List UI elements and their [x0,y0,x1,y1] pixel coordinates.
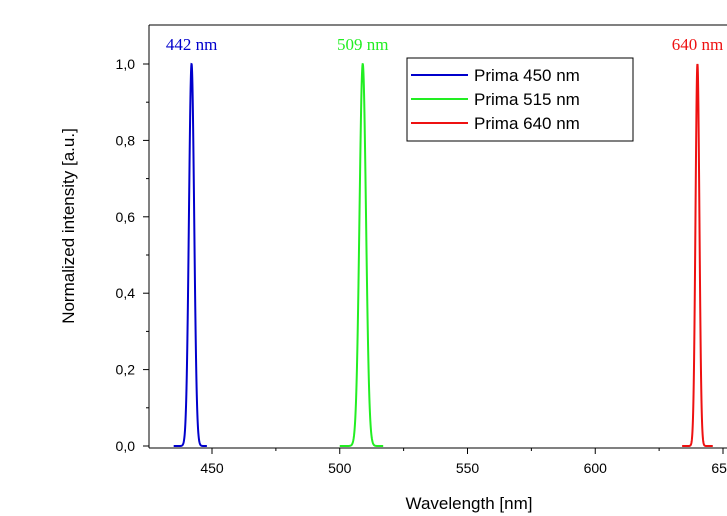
x-tick-label: 650 [711,460,727,476]
peak-annotation: 509 nm [337,35,388,54]
y-tick-label: 0,6 [116,209,136,225]
series-line-3 [682,63,713,447]
y-tick-label: 0,4 [116,285,136,301]
legend: Prima 450 nm Prima 515 nm Prima 640 nm [406,57,634,142]
peak-annotation: 640 nm [672,35,723,54]
x-axis-title: Wavelength [nm] [406,494,533,513]
peak-annotation: 442 nm [166,35,217,54]
y-axis-title: Normalized intensity [a.u.] [59,128,78,324]
legend-label: Prima 640 nm [474,114,580,133]
x-axis-ticks: 450 500 550 600 650 [200,448,727,476]
peak-labels: 442 nm 509 nm 640 nm [166,35,723,54]
y-axis-ticks: 0,0 0,2 0,4 0,6 0,8 1,0 [116,56,149,454]
y-tick-label: 0,2 [116,362,136,378]
legend-label: Prima 515 nm [474,90,580,109]
x-tick-label: 450 [200,460,224,476]
series-line-1 [173,62,207,447]
y-tick-label: 1,0 [116,56,136,72]
x-tick-label: 600 [584,460,608,476]
series-line-2 [339,62,384,447]
y-tick-label: 0,8 [116,132,136,148]
legend-label: Prima 450 nm [474,66,580,85]
series-layer [173,62,713,447]
x-tick-label: 500 [328,460,352,476]
x-tick-label: 550 [456,460,480,476]
y-tick-label: 0,0 [116,438,136,454]
